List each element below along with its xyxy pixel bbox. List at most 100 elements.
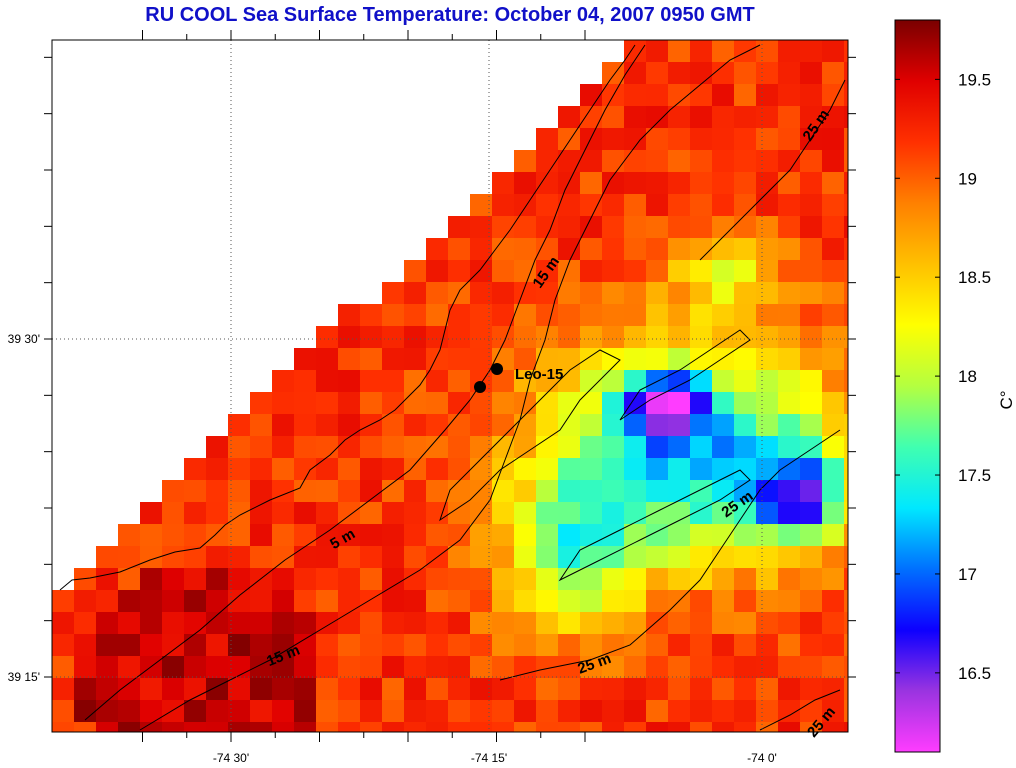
sst-cell bbox=[668, 700, 690, 722]
sst-cell bbox=[690, 612, 712, 634]
isobath-25m bbox=[499, 429, 841, 681]
sst-cell bbox=[448, 238, 470, 260]
sst-cell bbox=[316, 546, 338, 568]
sst-cell bbox=[646, 568, 668, 590]
sst-cell bbox=[778, 106, 800, 128]
sst-cell bbox=[646, 436, 668, 458]
sst-cell bbox=[536, 348, 558, 370]
sst-cell bbox=[228, 700, 250, 722]
sst-cell bbox=[162, 502, 184, 524]
sst-cell bbox=[470, 568, 492, 590]
sst-cell bbox=[844, 524, 848, 546]
sst-cell bbox=[514, 612, 536, 634]
sst-cell bbox=[668, 722, 690, 732]
sst-cell bbox=[844, 480, 848, 502]
sst-cell bbox=[74, 678, 96, 700]
sst-cell bbox=[272, 656, 294, 678]
sst-cell bbox=[140, 568, 162, 590]
sst-cell bbox=[382, 304, 404, 326]
sst-cell bbox=[668, 172, 690, 194]
sst-cell bbox=[580, 546, 602, 568]
leo-15-node-b[interactable] bbox=[474, 381, 486, 393]
sst-cell bbox=[712, 722, 734, 732]
sst-cell bbox=[558, 590, 580, 612]
sst-cell bbox=[778, 656, 800, 678]
sst-cell bbox=[734, 348, 756, 370]
sst-cell bbox=[360, 568, 382, 590]
sst-cell bbox=[404, 480, 426, 502]
sst-cell bbox=[822, 546, 844, 568]
sst-cell bbox=[668, 194, 690, 216]
sst-cell bbox=[778, 84, 800, 106]
leo-15-site[interactable]: Leo-15 bbox=[474, 363, 563, 393]
sst-cell bbox=[404, 656, 426, 678]
sst-cell bbox=[624, 392, 646, 414]
sst-cell bbox=[822, 304, 844, 326]
sst-cell bbox=[140, 524, 162, 546]
sst-cell bbox=[250, 458, 272, 480]
sst-cell bbox=[690, 238, 712, 260]
sst-cell bbox=[360, 634, 382, 656]
sst-cell bbox=[316, 326, 338, 348]
sst-cell bbox=[624, 304, 646, 326]
sst-cell bbox=[844, 678, 848, 700]
sst-cell bbox=[404, 590, 426, 612]
coastline bbox=[59, 44, 636, 591]
sst-cell bbox=[514, 590, 536, 612]
sst-cell bbox=[734, 304, 756, 326]
sst-cell bbox=[536, 656, 558, 678]
sst-cell bbox=[690, 348, 712, 370]
sst-cell bbox=[184, 612, 206, 634]
sst-cell bbox=[800, 172, 822, 194]
sst-cell bbox=[382, 546, 404, 568]
sst-cell bbox=[514, 436, 536, 458]
sst-cell bbox=[206, 634, 228, 656]
sst-cell bbox=[118, 546, 140, 568]
sst-cell bbox=[404, 370, 426, 392]
sst-cell bbox=[316, 370, 338, 392]
sst-cell bbox=[646, 260, 668, 282]
sst-cell bbox=[624, 40, 646, 62]
colorbar-ticks: 19.5 19 18.5 18 17.5 17 16.5 bbox=[895, 70, 991, 683]
sst-cell bbox=[602, 546, 624, 568]
sst-cell bbox=[844, 238, 848, 260]
sst-cell bbox=[602, 282, 624, 304]
sst-cell bbox=[294, 436, 316, 458]
sst-cell bbox=[558, 216, 580, 238]
sst-cell bbox=[316, 678, 338, 700]
sst-cell bbox=[492, 194, 514, 216]
sst-cell bbox=[844, 106, 848, 128]
sst-cell bbox=[250, 590, 272, 612]
sst-cell bbox=[778, 260, 800, 282]
sst-cell bbox=[52, 634, 74, 656]
sst-cell bbox=[470, 414, 492, 436]
sst-cell bbox=[580, 172, 602, 194]
sst-cell bbox=[844, 172, 848, 194]
sst-cell bbox=[668, 568, 690, 590]
sst-cell bbox=[514, 370, 536, 392]
sst-cell bbox=[580, 656, 602, 678]
sst-cell bbox=[646, 172, 668, 194]
sst-cell bbox=[74, 590, 96, 612]
sst-cell bbox=[448, 216, 470, 238]
sst-cell bbox=[712, 436, 734, 458]
sst-cell bbox=[360, 656, 382, 678]
sst-cell bbox=[162, 700, 184, 722]
sst-cell bbox=[426, 722, 448, 732]
sst-cell bbox=[668, 656, 690, 678]
sst-cell bbox=[602, 678, 624, 700]
sst-cell bbox=[756, 62, 778, 84]
sst-cell bbox=[844, 194, 848, 216]
sst-cell bbox=[646, 194, 668, 216]
sst-cell bbox=[602, 568, 624, 590]
sst-cell bbox=[228, 480, 250, 502]
leo-15-node-a[interactable] bbox=[491, 363, 503, 375]
sst-cell bbox=[646, 40, 668, 62]
sst-cell bbox=[822, 568, 844, 590]
sst-cell bbox=[602, 612, 624, 634]
sst-cell bbox=[602, 436, 624, 458]
sst-cell bbox=[778, 172, 800, 194]
sst-cell bbox=[558, 502, 580, 524]
sst-cell bbox=[206, 568, 228, 590]
